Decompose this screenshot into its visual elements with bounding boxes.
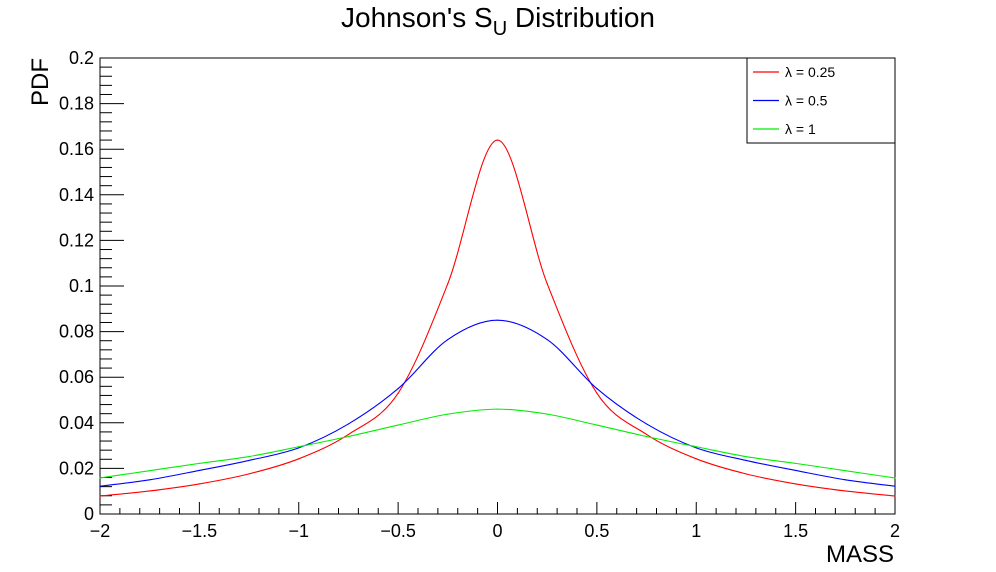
x-tick-label: −1.5 — [182, 521, 218, 541]
data-point — [546, 283, 548, 285]
series-layer — [99, 139, 896, 497]
data-point — [397, 392, 399, 394]
x-tick-label: 1 — [691, 521, 701, 541]
x-tick-label: −0.5 — [380, 521, 416, 541]
data-point — [248, 455, 250, 458]
chart-title: Johnson's SU Distribution — [0, 2, 996, 41]
legend: λ = 0.25 λ = 0.5 λ = 1 — [746, 57, 896, 144]
x-axis-label: MASS — [826, 541, 894, 568]
data-point — [745, 459, 747, 462]
data-point — [198, 469, 200, 472]
data-point — [198, 483, 200, 485]
data-point — [596, 424, 598, 426]
data-point — [745, 455, 747, 458]
x-tick-label: −1 — [288, 521, 309, 541]
data-point — [546, 338, 548, 341]
data-point — [795, 469, 797, 472]
data-point — [844, 490, 846, 492]
y-tick-label: 0.1 — [69, 276, 94, 296]
data-point — [397, 424, 399, 426]
x-tick-label: 2 — [890, 521, 900, 541]
data-point — [149, 470, 151, 472]
data-point — [447, 338, 449, 341]
data-point — [99, 485, 101, 487]
data-point — [596, 388, 598, 390]
data-point — [795, 462, 797, 464]
data-point — [347, 423, 350, 425]
data-point — [645, 435, 648, 438]
series-line-0 — [99, 139, 896, 497]
data-point — [546, 413, 548, 415]
data-point — [844, 479, 846, 481]
data-point — [347, 433, 350, 436]
x-tick-label: 1.5 — [783, 521, 808, 541]
data-point — [99, 495, 101, 497]
data-point — [894, 477, 896, 479]
y-tick-label: 0.06 — [59, 367, 94, 387]
data-point — [298, 458, 300, 460]
data-point — [695, 446, 697, 448]
chart-title-main: Johnson's S — [341, 2, 493, 33]
data-point — [745, 473, 747, 475]
y-tick-label: 0.18 — [59, 94, 94, 114]
data-point — [894, 485, 896, 487]
data-point — [198, 462, 200, 464]
x-tick-label: 0.5 — [584, 521, 609, 541]
data-point — [248, 459, 250, 462]
data-point — [496, 319, 499, 321]
chart-title-subscript: U — [492, 18, 508, 40]
data-point — [695, 447, 697, 449]
y-tick-label: 0 — [84, 504, 94, 524]
data-point — [695, 458, 697, 460]
data-point — [496, 139, 499, 141]
y-tick-label: 0.16 — [59, 139, 94, 159]
data-point — [447, 283, 449, 285]
legend-label: λ = 0.5 — [785, 93, 828, 109]
chart-title-suffix: Distribution — [514, 2, 655, 33]
y-axis: 0 0.02 0.04 0.06 0.08 0.1 0.12 0.14 0.16 0.18 0.2 — [59, 48, 124, 524]
data-point — [298, 447, 300, 449]
data-point — [298, 446, 300, 448]
y-tick-label: 0.04 — [59, 413, 94, 433]
legend-label: λ = 0.25 — [785, 64, 835, 80]
x-tick-label: −2 — [90, 521, 111, 541]
legend-label: λ = 1 — [785, 121, 816, 137]
data-point — [347, 435, 350, 438]
data-point — [596, 392, 598, 394]
data-point — [248, 473, 250, 475]
data-point — [844, 470, 846, 472]
data-point — [645, 423, 648, 425]
data-point — [447, 413, 449, 415]
data-point — [149, 490, 151, 492]
data-point — [397, 388, 399, 390]
y-tick-label: 0.12 — [59, 230, 94, 250]
y-tick-label: 0.14 — [59, 185, 94, 205]
y-axis-label: PDF — [27, 58, 54, 106]
y-tick-label: 0.02 — [59, 458, 94, 478]
data-point — [99, 477, 101, 479]
x-tick-label: 0 — [492, 521, 502, 541]
data-point — [496, 408, 499, 410]
data-point — [894, 495, 896, 497]
y-tick-label: 0.08 — [59, 322, 94, 342]
x-axis: −2 −1.5 −1 −0.5 0 0.5 1 1.5 2 — [90, 502, 900, 541]
data-point — [149, 479, 151, 481]
data-point — [645, 433, 648, 436]
y-tick-label: 0.2 — [69, 48, 94, 68]
series-line-2 — [99, 408, 896, 479]
data-point — [795, 483, 797, 485]
